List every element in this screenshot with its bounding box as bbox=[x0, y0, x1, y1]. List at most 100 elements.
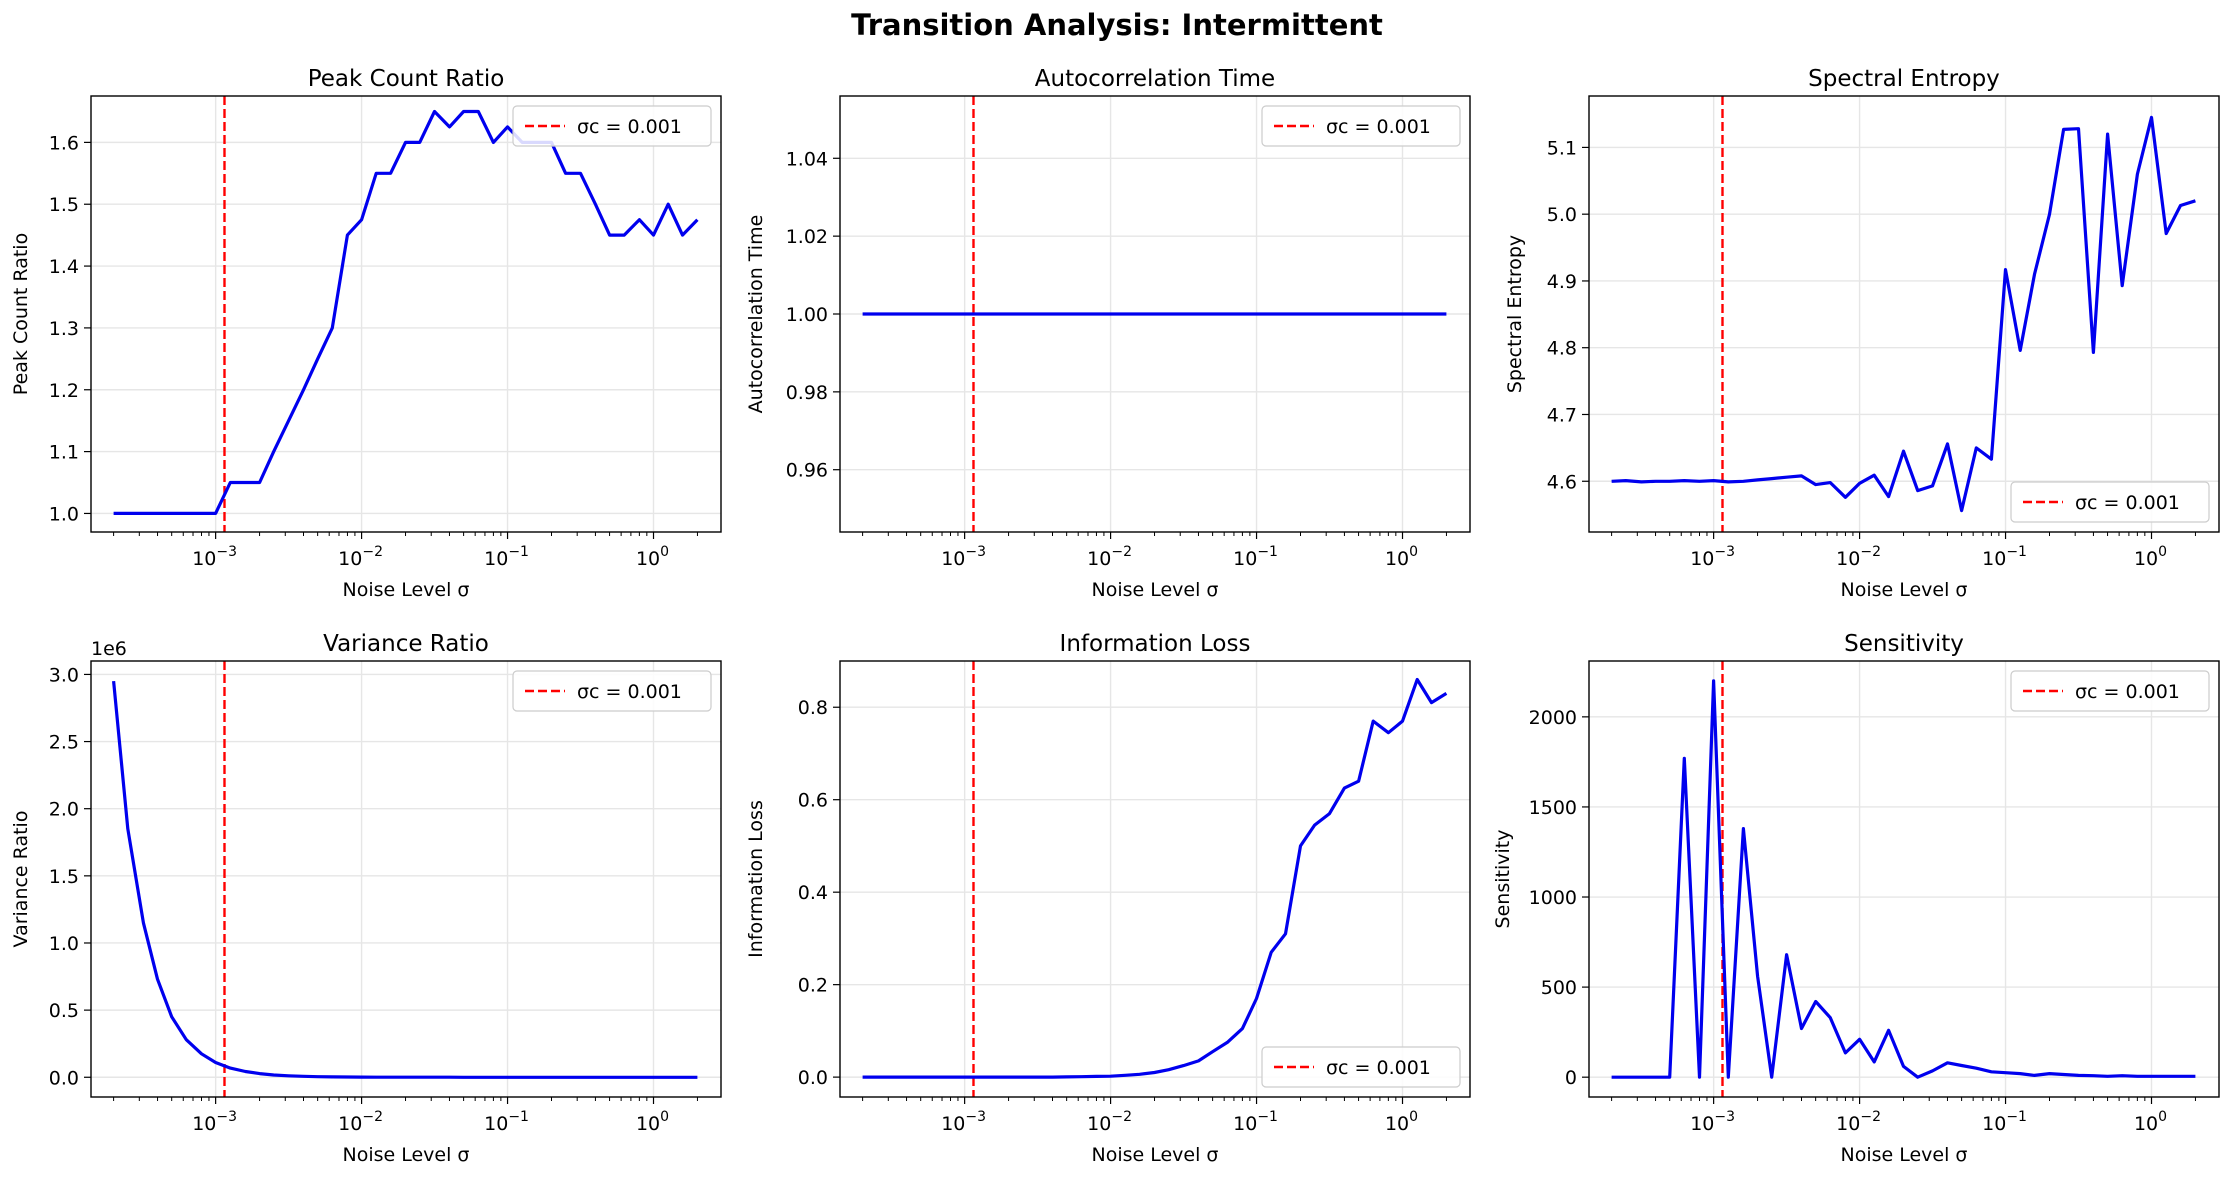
tick-label-x: 10−2 bbox=[1087, 1109, 1132, 1135]
tick-label-x-exponent: −1 bbox=[1257, 1109, 1278, 1125]
tick-label-x-exponent: −1 bbox=[2006, 1109, 2027, 1125]
tick-label-y: 2.5 bbox=[49, 732, 79, 754]
tick-label-y: 0.0 bbox=[49, 1067, 79, 1089]
tick-label-x: 100 bbox=[636, 544, 669, 570]
tick-label-x: 10−2 bbox=[338, 1109, 383, 1135]
tick-label-y: 1.5 bbox=[49, 866, 79, 888]
tick-label-x: 10−3 bbox=[1690, 544, 1735, 570]
panel-5-axes-frame bbox=[839, 660, 1471, 1098]
tick-label-y: 5.1 bbox=[1547, 137, 1577, 159]
tick-label-x: 10−3 bbox=[941, 1109, 986, 1135]
tick-label-y: 1.5 bbox=[49, 194, 79, 216]
tick-label-x-exponent: −2 bbox=[1111, 544, 1132, 560]
panel-5-xlabel: Noise Level σ bbox=[1092, 1144, 1219, 1166]
tick-label-x-exponent: −1 bbox=[508, 1109, 529, 1125]
tick-label-y: 1.4 bbox=[49, 256, 79, 278]
tick-label-x-exponent: 0 bbox=[2158, 544, 2167, 560]
tick-label-x: 10−3 bbox=[192, 1109, 237, 1135]
tick-label-x-exponent: −3 bbox=[965, 544, 986, 560]
panel-1-chart: 10−3 10−2 10−1 100 1.0 1.1 1.2 1.3 1.4 1.5 1.6 Peak… bbox=[10, 66, 722, 601]
panel-2-ylabel: Autocorrelation Time bbox=[745, 215, 767, 414]
tick-label-x-exponent: −2 bbox=[362, 1109, 383, 1125]
tick-label-x: 10−3 bbox=[192, 544, 237, 570]
panel-2-axes-frame bbox=[839, 95, 1471, 533]
tick-label-y: 0.6 bbox=[798, 790, 828, 812]
tick-label-x-exponent: −1 bbox=[2006, 544, 2027, 560]
tick-label-y: 1.00 bbox=[786, 304, 828, 326]
legend-box bbox=[2010, 481, 2210, 523]
tick-label-x: 100 bbox=[1385, 544, 1418, 570]
tick-label-y: 1.0 bbox=[49, 933, 79, 955]
tick-label-y: 4.9 bbox=[1547, 271, 1577, 293]
panel-5-chart: 10−3 10−2 10−1 100 0.0 0.2 0.4 0.6 0.8 Informatio… bbox=[745, 631, 1471, 1166]
tick-label-x: 100 bbox=[1385, 1109, 1418, 1135]
tick-label-y: 4.6 bbox=[1547, 471, 1577, 493]
tick-label-y: 0.96 bbox=[786, 460, 828, 482]
tick-label-y: 0 bbox=[1565, 1067, 1577, 1089]
tick-label-x: 10−1 bbox=[1233, 544, 1278, 570]
tick-label-x-exponent: −2 bbox=[1111, 1109, 1132, 1125]
panel-6-title: Sensitivity bbox=[1844, 631, 1964, 657]
legend-box bbox=[1261, 105, 1461, 147]
panel-1-gridlines bbox=[91, 96, 721, 532]
panel-4-xlabel: Noise Level σ bbox=[343, 1144, 470, 1166]
panel-6-legend: σc = 0.001 bbox=[2010, 670, 2210, 712]
panel-3-series-line bbox=[1611, 115, 2196, 513]
tick-label-x: 10−1 bbox=[1982, 1109, 2027, 1135]
panel-1-legend: σc = 0.001 bbox=[512, 105, 712, 147]
panel-5-series-line bbox=[862, 677, 1448, 1079]
tick-label-y: 0.5 bbox=[49, 1000, 79, 1022]
legend-label: σc = 0.001 bbox=[1326, 116, 1431, 138]
tick-label-x-exponent: −3 bbox=[965, 1109, 986, 1125]
tick-label-y: 2.0 bbox=[49, 799, 79, 821]
panel-5-gridlines bbox=[840, 661, 1470, 1097]
tick-label-x-exponent: −3 bbox=[216, 1109, 237, 1125]
tick-label-x-exponent: −2 bbox=[1860, 544, 1881, 560]
tick-label-y: 0.98 bbox=[786, 382, 828, 404]
panel-2-title: Autocorrelation Time bbox=[1035, 66, 1275, 92]
tick-label-y: 4.8 bbox=[1547, 338, 1577, 360]
legend-label: σc = 0.001 bbox=[577, 681, 682, 703]
tick-label-x: 100 bbox=[2134, 1109, 2167, 1135]
panel-6-axes-frame bbox=[1588, 660, 2220, 1098]
tick-label-x: 100 bbox=[636, 1109, 669, 1135]
tick-label-x: 10−1 bbox=[484, 1109, 529, 1135]
panel-3-axes-frame bbox=[1588, 95, 2220, 533]
tick-label-y: 1.3 bbox=[49, 318, 79, 340]
legend-box bbox=[1261, 1046, 1461, 1088]
panel-5-legend: σc = 0.001 bbox=[1261, 1046, 1461, 1088]
tick-label-y: 1000 bbox=[1529, 887, 1577, 909]
tick-label-x-exponent: 0 bbox=[660, 1109, 669, 1125]
tick-label-x: 100 bbox=[2134, 544, 2167, 570]
panel-5-ylabel: Information Loss bbox=[745, 800, 767, 958]
panel-4-legend: σc = 0.001 bbox=[512, 670, 712, 712]
tick-label-x: 10−1 bbox=[484, 544, 529, 570]
panel-4-chart: 10−3 10−2 10−1 100 0.0 0.5 1.0 1.5 2.0 2.5 3.0 Vari… bbox=[10, 631, 722, 1166]
panel-3-ylabel: Spectral Entropy bbox=[1504, 235, 1526, 393]
panel-1-minor-ticks bbox=[113, 532, 698, 536]
tick-label-y: 1.1 bbox=[49, 442, 79, 464]
tick-label-y: 1.02 bbox=[786, 226, 828, 248]
tick-label-x-exponent: −3 bbox=[1714, 1109, 1735, 1125]
panel-3-gridlines bbox=[1589, 96, 2219, 532]
panel-2-chart: 10−3 10−2 10−1 100 0.96 0.98 1.00 1.02 1.04 Autoc… bbox=[745, 66, 1471, 601]
panel-3-title: Spectral Entropy bbox=[1808, 66, 2000, 92]
panel-3-chart: 10−3 10−2 10−1 100 4.6 4.7 4.8 4.9 5.0 5.1 Spectra… bbox=[1504, 66, 2220, 601]
tick-label-x-exponent: 0 bbox=[1409, 544, 1418, 560]
tick-label-y: 1500 bbox=[1529, 797, 1577, 819]
panel-3-legend: σc = 0.001 bbox=[2010, 481, 2210, 523]
tick-label-x: 10−2 bbox=[1836, 1109, 1881, 1135]
tick-label-y: 5.0 bbox=[1547, 204, 1577, 226]
tick-label-x-exponent: 0 bbox=[1409, 1109, 1418, 1125]
panel-1-ylabel: Peak Count Ratio bbox=[10, 233, 32, 395]
panel-1-series-line bbox=[113, 109, 699, 516]
tick-label-x-exponent: −3 bbox=[216, 544, 237, 560]
tick-label-x-exponent: −2 bbox=[362, 544, 383, 560]
tick-label-y: 1.6 bbox=[49, 132, 79, 154]
tick-label-x-exponent: −2 bbox=[1860, 1109, 1881, 1125]
tick-label-x-exponent: 0 bbox=[2158, 1109, 2167, 1125]
tick-label-x: 10−1 bbox=[1982, 544, 2027, 570]
tick-label-x: 10−3 bbox=[941, 544, 986, 570]
tick-label-x: 10−2 bbox=[1836, 544, 1881, 570]
